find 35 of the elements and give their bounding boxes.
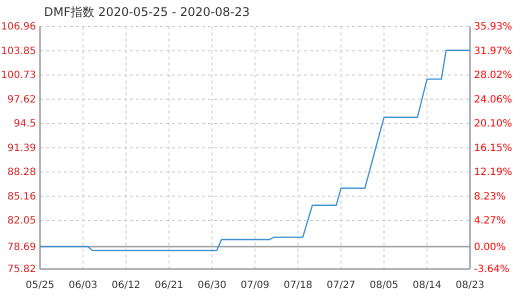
x-tick-label: 06/30 <box>198 280 226 292</box>
x-tick-label: 06/21 <box>154 280 184 292</box>
chart-title: DMF指数 2020-05-25 - 2020-08-23 <box>44 5 250 19</box>
y2-tick-label: 0.00% <box>474 242 506 253</box>
line-series <box>39 50 471 252</box>
y2-tick-label: 31.97% <box>474 46 512 57</box>
y2-tick-label: 28.02% <box>474 70 512 82</box>
y2-tick-label: 16.15% <box>474 142 512 154</box>
y-tick-label: 82.05 <box>7 216 36 227</box>
x-tick-label: 08/23 <box>456 280 484 292</box>
y-tick-label: 103.85 <box>1 46 36 57</box>
y-tick-label: 100.73 <box>1 70 36 82</box>
x-tick-label: 06/12 <box>112 280 140 292</box>
x-tick-label: 08/05 <box>370 280 398 292</box>
y2-tick-label: 12.19% <box>474 167 512 178</box>
y2-tick-label: 35.93% <box>474 22 512 33</box>
x-tick-label: 07/18 <box>284 280 312 292</box>
x-tick-label: 07/27 <box>326 280 356 292</box>
y-tick-label: 91.39 <box>7 142 36 154</box>
y2-tick-label: 24.06% <box>474 94 512 106</box>
y2-tick-label: 20.10% <box>474 118 512 130</box>
x-tick-label: 06/03 <box>68 280 98 292</box>
y-tick-label: 85.16 <box>7 191 36 202</box>
y-tick-label: 88.28 <box>7 167 36 178</box>
y-tick-label: 106.96 <box>1 22 36 33</box>
y2-tick-label: 8.23% <box>474 191 506 202</box>
x-tick-label: 08/14 <box>412 280 442 292</box>
y2-tick-label: -3.64% <box>474 264 510 276</box>
x-tick-label: 07/09 <box>240 280 270 292</box>
y-tick-label: 97.62 <box>7 94 36 106</box>
y-tick-label: 94.5 <box>14 118 36 130</box>
y2-tick-label: 4.27% <box>474 216 506 227</box>
x-tick-label: 05/25 <box>26 280 54 292</box>
y-tick-label: 75.82 <box>7 264 36 276</box>
y-tick-label: 78.69 <box>7 242 36 253</box>
